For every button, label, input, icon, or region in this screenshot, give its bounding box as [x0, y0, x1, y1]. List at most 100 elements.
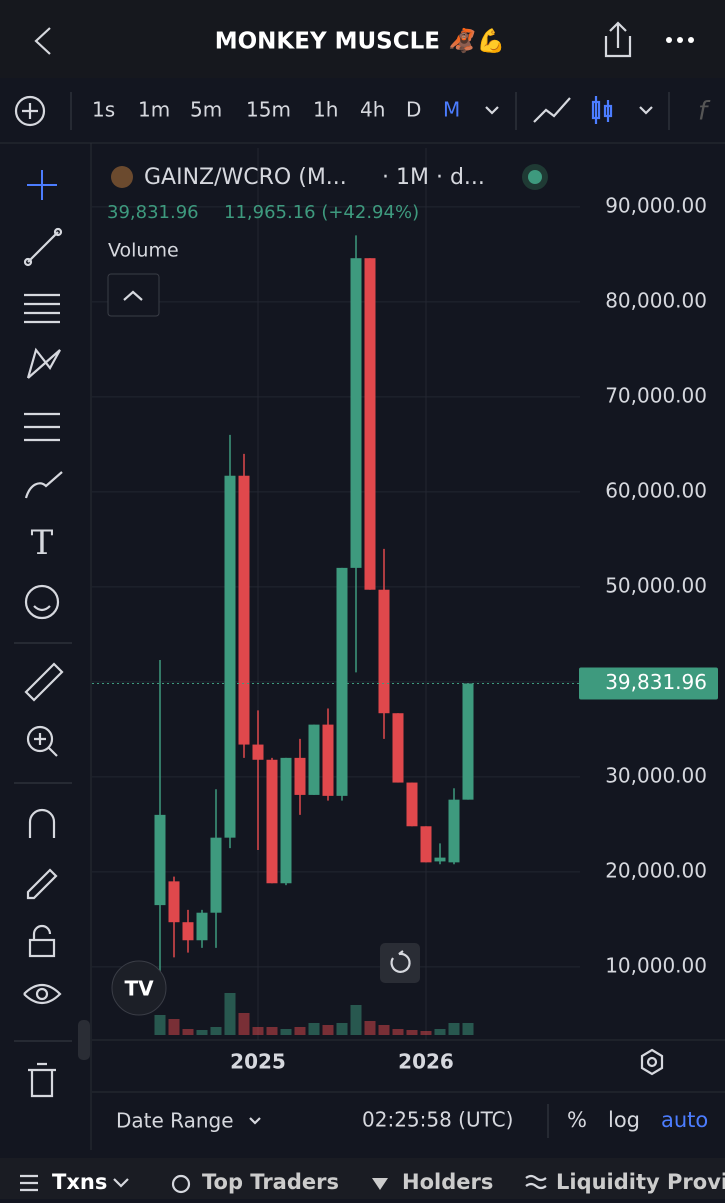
pattern-tool[interactable] — [26, 347, 61, 379]
dropdown[interactable] — [485, 106, 499, 115]
timeframe[interactable]: M — [443, 98, 460, 122]
visibility-tool[interactable] — [23, 983, 62, 1005]
top-bar — [0, 0, 725, 78]
volume-bar — [434, 1029, 446, 1035]
candle-button[interactable] — [591, 96, 613, 124]
volume-bar — [322, 1025, 334, 1035]
candle-body — [350, 258, 362, 568]
y-tick-label: 60,000.00 — [605, 478, 707, 502]
volume-bar — [350, 1005, 362, 1035]
percent-toggle[interactable]: % — [567, 1108, 587, 1132]
volume-bar — [462, 1023, 474, 1035]
brush-tool[interactable] — [24, 471, 63, 499]
timeframe[interactable]: 1h — [313, 98, 338, 122]
volume-bar — [154, 1015, 166, 1035]
lock-tool[interactable] — [28, 924, 56, 958]
svg-text:TV: TV — [124, 977, 154, 1001]
candle-body — [420, 826, 432, 863]
tab[interactable]: Top Traders — [202, 1170, 339, 1194]
tab-icon — [171, 1174, 191, 1194]
add-indicator[interactable] — [14, 95, 46, 127]
delete-tool[interactable] — [28, 1062, 56, 1098]
clock: 02:25:58 (UTC) — [362, 1108, 513, 1132]
magnet-tool[interactable] — [28, 808, 56, 838]
candle-body — [406, 782, 418, 827]
candle-body — [462, 683, 474, 800]
tab[interactable]: Holders — [402, 1170, 493, 1194]
dropdown[interactable] — [113, 1178, 129, 1188]
reset-button[interactable] — [380, 943, 420, 983]
auto-toggle[interactable]: auto — [661, 1108, 708, 1132]
emoji-tool[interactable] — [24, 584, 60, 620]
tab-icon — [525, 1174, 547, 1190]
volume-label: Volume — [108, 240, 179, 262]
pair-subtitle: · 1M · d... — [382, 165, 485, 190]
lock-draw-tool[interactable] — [26, 868, 58, 900]
tab-icon — [372, 1178, 388, 1190]
candle-body — [280, 757, 292, 884]
timeframe[interactable]: 15m — [246, 98, 291, 122]
timeframe[interactable]: 4h — [360, 98, 385, 122]
price-change: 11,965.16 (+42.94%) — [224, 202, 419, 223]
y-tick-label: 20,000.00 — [605, 858, 707, 882]
hlines-tool[interactable] — [24, 293, 60, 324]
volume-bar — [448, 1023, 460, 1035]
candle-body — [196, 912, 208, 941]
tab-bar — [0, 1158, 725, 1199]
text-tool[interactable]: T — [31, 523, 54, 563]
candle-body — [294, 757, 306, 795]
dropdown[interactable] — [249, 1117, 261, 1125]
y-tick-label: 10,000.00 — [605, 953, 707, 977]
y-tick-label: 70,000.00 — [605, 383, 707, 407]
timeframe[interactable]: 1s — [92, 98, 115, 122]
drawing-toolbar: T — [14, 170, 72, 1098]
volume-bar — [378, 1025, 390, 1035]
volume-bar — [224, 993, 236, 1035]
timeframe[interactable]: D — [406, 98, 421, 122]
timeframe[interactable]: 1m — [138, 98, 170, 122]
log-toggle[interactable]: log — [608, 1108, 640, 1132]
candle-body — [252, 744, 264, 760]
fib-tool[interactable] — [24, 412, 60, 442]
page-title: MONKEY MUSCLE 🦧💪 — [215, 27, 506, 55]
volume-bar — [294, 1027, 306, 1035]
candle-body — [266, 759, 278, 884]
token-icon — [111, 166, 133, 188]
more-button[interactable] — [666, 37, 694, 43]
y-tick-label: 30,000.00 — [605, 763, 707, 787]
timeframe[interactable]: 5m — [190, 98, 222, 122]
collapse-legend[interactable] — [107, 273, 160, 317]
candle-body — [168, 881, 180, 923]
last-price-badge — [579, 667, 718, 700]
date-range[interactable]: Date Range — [116, 1109, 234, 1133]
price-value: 39,831.96 — [107, 202, 199, 223]
candle-body — [434, 857, 446, 862]
zoom-tool[interactable] — [26, 725, 58, 757]
candle-body — [336, 567, 348, 796]
volume-bar — [336, 1023, 348, 1035]
tab[interactable]: Txns — [52, 1170, 107, 1194]
volume-bar — [238, 1013, 250, 1035]
last-price-label: 39,831.96 — [605, 670, 707, 694]
dropdown[interactable] — [639, 106, 653, 115]
tab[interactable]: Liquidity Provi — [556, 1170, 725, 1194]
volume-bar — [252, 1027, 264, 1035]
volume-bar — [420, 1031, 432, 1035]
line-chart-button[interactable] — [533, 97, 571, 123]
ruler-tool[interactable] — [24, 662, 64, 702]
collapse-toolbar[interactable] — [78, 1020, 90, 1060]
settings-button[interactable] — [640, 1048, 664, 1076]
crosshair-tool[interactable] — [27, 170, 57, 200]
volume-bar — [280, 1029, 292, 1035]
menu-icon — [20, 1174, 38, 1192]
x-tick-label: 2026 — [398, 1050, 454, 1074]
candle-body — [182, 922, 194, 941]
volume-bar — [364, 1021, 376, 1035]
line-tool[interactable] — [23, 227, 63, 267]
candle-body — [322, 724, 334, 796]
back-button[interactable] — [34, 27, 51, 55]
share-button[interactable] — [604, 21, 632, 58]
volume-bar — [406, 1030, 418, 1035]
candle-body — [224, 475, 236, 838]
